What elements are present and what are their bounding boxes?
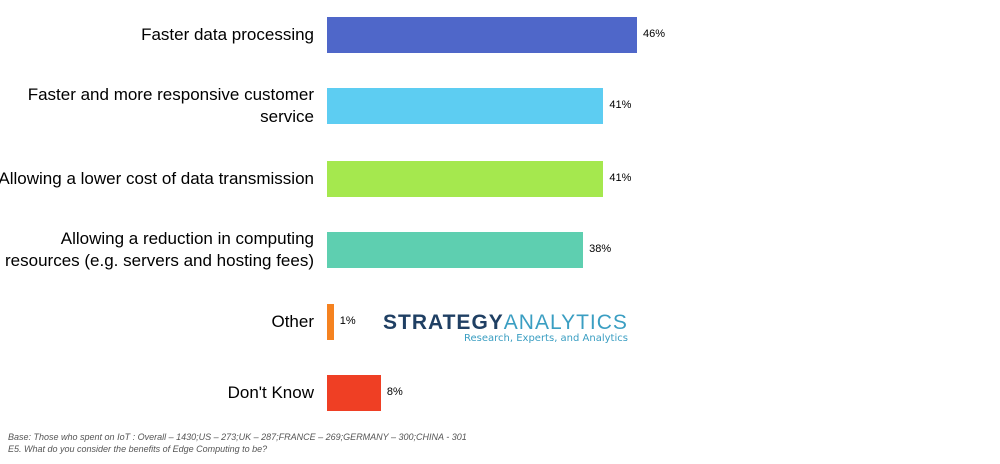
bar — [327, 304, 334, 340]
value-label: 8% — [386, 386, 403, 398]
value-label: 41% — [609, 99, 632, 111]
category-label: Faster data processing — [141, 25, 314, 44]
value-label: 38% — [589, 243, 612, 255]
logo-name-a: STRATEGY — [383, 311, 504, 334]
bar — [327, 375, 381, 411]
bar — [327, 232, 584, 268]
bar — [327, 161, 604, 197]
logo-name-b: ANALYTICS — [503, 311, 628, 334]
category-label: Allowing a reduction in computing resour… — [5, 229, 314, 270]
category-label: Other — [271, 312, 314, 331]
category-label: Allowing a lower cost of data transmissi… — [0, 169, 314, 188]
value-label: 46% — [643, 28, 666, 40]
bar — [327, 88, 604, 124]
strategy-analytics-logo: STRATEGYANALYTICS Research, Experts, and… — [383, 311, 628, 344]
logo-tagline: Research, Experts, and Analytics — [463, 333, 628, 344]
value-label: 41% — [609, 172, 632, 184]
value-label: 1% — [339, 315, 356, 327]
category-label: Faster and more responsive customer serv… — [27, 85, 314, 126]
category-label: Don't Know — [227, 383, 314, 402]
footnote-base: Base: Those who spent on IoT : Overall –… — [8, 432, 467, 442]
bar — [327, 17, 638, 53]
footnote-question: E5. What do you consider the benefits of… — [8, 444, 268, 454]
